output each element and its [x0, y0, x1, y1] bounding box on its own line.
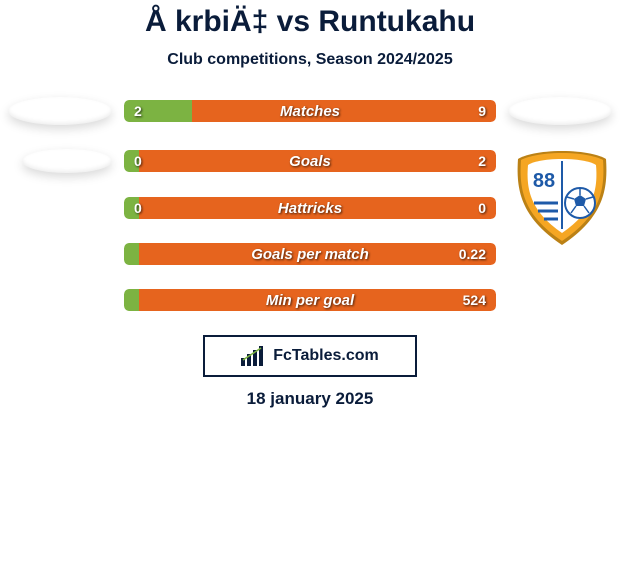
stat-bar-left	[124, 150, 139, 172]
page-title: Å krbiÄ‡ vs Runtukahu	[0, 5, 620, 39]
avatar-placeholder-ellipse	[8, 97, 112, 125]
comparison-container: Å krbiÄ‡ vs Runtukahu Club competitions,…	[0, 0, 620, 409]
logo-text: FcTables.com	[273, 347, 379, 365]
avatar-placeholder-ellipse	[508, 97, 612, 125]
stat-bar: 0 Goals 2	[124, 150, 496, 172]
stat-bar: Goals per match 0.22	[124, 243, 496, 265]
subtitle: Club competitions, Season 2024/2025	[0, 51, 620, 69]
stat-bar: 0 Hattricks 0	[124, 197, 496, 219]
stat-row-gpm: Goals per match 0.22	[0, 243, 620, 265]
date-text: 18 january 2025	[0, 389, 620, 409]
source-logo-block: FcTables.com	[0, 335, 620, 377]
stat-bar-right	[139, 150, 496, 172]
stat-bar: 2 Matches 9	[124, 100, 496, 122]
avatar-placeholder-ellipse	[22, 149, 112, 173]
fctables-logo[interactable]: FcTables.com	[203, 335, 417, 377]
stat-bar-right	[139, 243, 496, 265]
stat-row-mpg: Min per goal 524	[0, 289, 620, 311]
bar-chart-icon	[241, 346, 267, 366]
left-player-avatar-slot-2	[0, 149, 120, 173]
stat-bar-right	[139, 289, 496, 311]
right-player-avatar-slot-1	[500, 97, 620, 125]
stat-bar-left	[124, 197, 139, 219]
left-player-avatar-slot-1	[0, 97, 120, 125]
stat-bar-left	[124, 243, 139, 265]
stat-row-goals: 0 Goals 2 88	[0, 149, 620, 173]
badge-number: 88	[533, 170, 555, 192]
stat-bar-right	[192, 100, 496, 122]
stat-bar-left	[124, 100, 192, 122]
stat-row-hattricks: 0 Hattricks 0	[0, 197, 620, 219]
stat-bar-left	[124, 289, 139, 311]
stat-bar-right	[139, 197, 496, 219]
stat-row-matches: 2 Matches 9	[0, 97, 620, 125]
stat-bar: Min per goal 524	[124, 289, 496, 311]
